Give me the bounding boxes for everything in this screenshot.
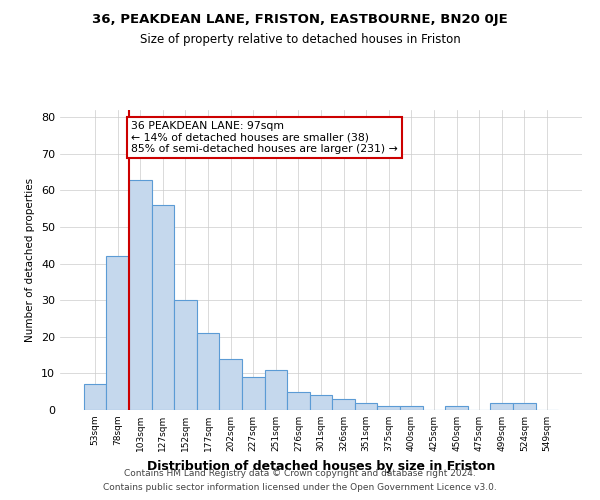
Bar	[220, 359, 242, 410]
Bar	[197, 333, 220, 410]
Text: Size of property relative to detached houses in Friston: Size of property relative to detached ho…	[140, 32, 460, 46]
Bar	[355, 402, 377, 410]
Bar	[445, 406, 468, 410]
Bar	[287, 392, 310, 410]
Bar	[513, 402, 536, 410]
Text: 36 PEAKDEAN LANE: 97sqm
← 14% of detached houses are smaller (38)
85% of semi-de: 36 PEAKDEAN LANE: 97sqm ← 14% of detache…	[131, 121, 398, 154]
Bar	[152, 205, 174, 410]
Bar	[310, 396, 332, 410]
Bar	[174, 300, 197, 410]
Text: 36, PEAKDEAN LANE, FRISTON, EASTBOURNE, BN20 0JE: 36, PEAKDEAN LANE, FRISTON, EASTBOURNE, …	[92, 12, 508, 26]
Text: Contains HM Land Registry data © Crown copyright and database right 2024.: Contains HM Land Registry data © Crown c…	[124, 468, 476, 477]
X-axis label: Distribution of detached houses by size in Friston: Distribution of detached houses by size …	[147, 460, 495, 472]
Bar	[84, 384, 106, 410]
Text: Contains public sector information licensed under the Open Government Licence v3: Contains public sector information licen…	[103, 484, 497, 492]
Bar	[265, 370, 287, 410]
Bar	[129, 180, 152, 410]
Bar	[490, 402, 513, 410]
Y-axis label: Number of detached properties: Number of detached properties	[25, 178, 35, 342]
Bar	[332, 399, 355, 410]
Bar	[106, 256, 129, 410]
Bar	[400, 406, 422, 410]
Bar	[242, 377, 265, 410]
Bar	[377, 406, 400, 410]
